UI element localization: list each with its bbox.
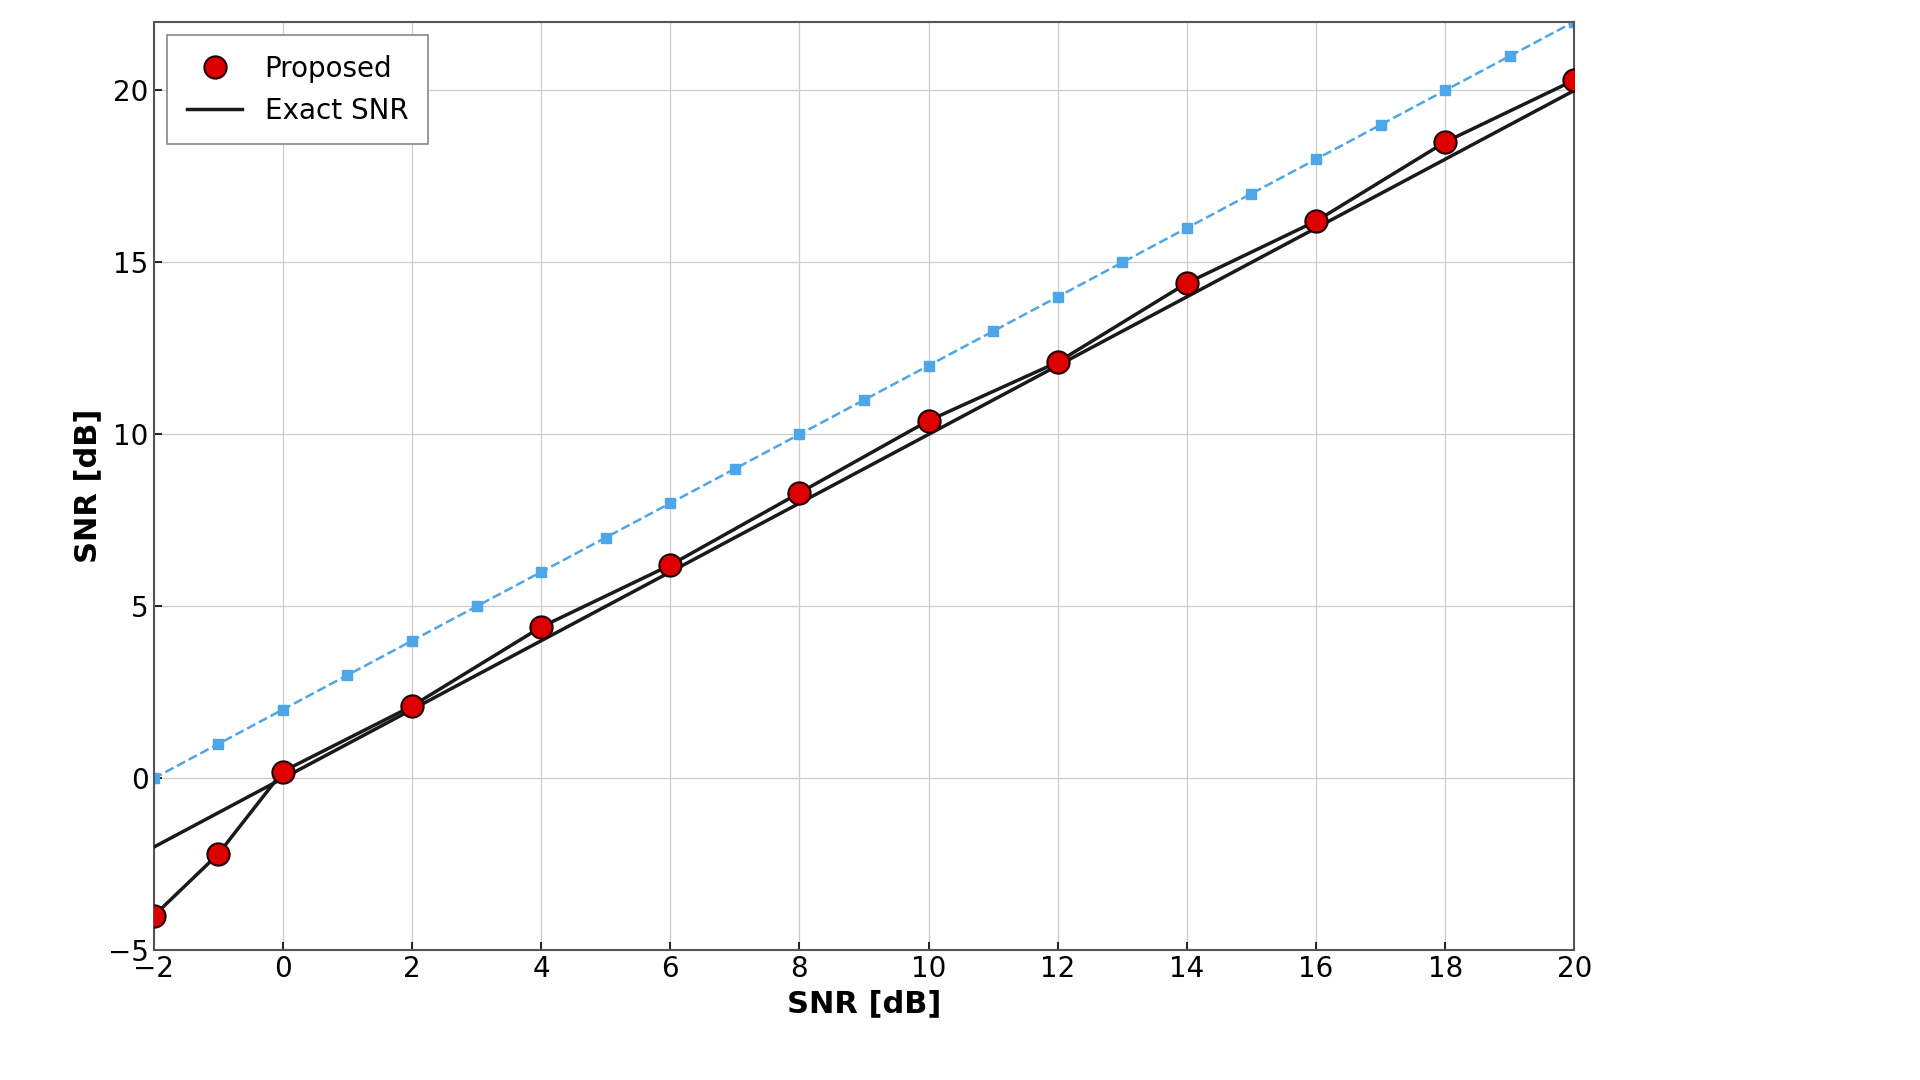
Legend: Proposed, Exact SNR: Proposed, Exact SNR	[167, 36, 428, 145]
Y-axis label: SNR [dB]: SNR [dB]	[73, 409, 102, 563]
X-axis label: SNR [dB]: SNR [dB]	[787, 989, 941, 1017]
